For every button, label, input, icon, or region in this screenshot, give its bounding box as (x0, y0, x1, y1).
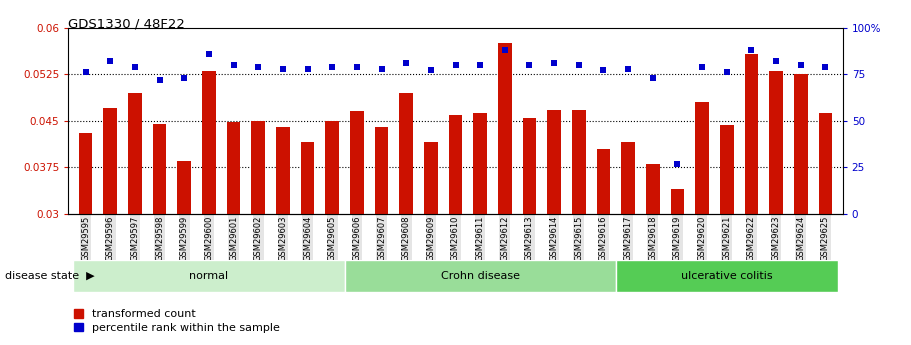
Bar (597, 149, 610, 214)
Bar (670, 189, 684, 214)
Bar (572, 110, 586, 214)
Point (695, 64, 710, 69)
Point (473, 62, 487, 68)
Bar (374, 127, 388, 214)
Point (201, 51, 216, 57)
Text: Crohn disease: Crohn disease (441, 271, 519, 281)
Bar (794, 74, 807, 214)
Point (128, 64, 142, 69)
Bar (350, 111, 363, 214)
Point (818, 64, 833, 69)
Point (152, 77, 167, 82)
Legend: transformed count, percentile rank within the sample: transformed count, percentile rank withi… (74, 309, 280, 333)
Text: disease state  ▶: disease state ▶ (5, 271, 94, 281)
Bar (621, 142, 635, 214)
Point (103, 58, 118, 64)
Bar (251, 121, 265, 214)
Point (769, 58, 783, 64)
Point (276, 66, 291, 71)
Bar (449, 115, 462, 214)
Bar (153, 124, 167, 214)
Bar (474, 113, 487, 214)
Bar (104, 108, 117, 214)
Point (744, 47, 759, 53)
Bar (769, 71, 783, 214)
Bar (276, 127, 290, 214)
Point (620, 66, 635, 71)
Text: GDS1330 / 48F22: GDS1330 / 48F22 (68, 17, 185, 30)
Point (571, 62, 586, 68)
Bar (227, 122, 241, 214)
Point (720, 70, 734, 75)
Bar (498, 43, 512, 214)
Bar (301, 142, 314, 214)
Bar (720, 125, 733, 214)
Text: ulcerative colitis: ulcerative colitis (681, 271, 773, 281)
Point (177, 75, 191, 81)
Point (350, 64, 364, 69)
Point (522, 62, 537, 68)
Bar (79, 133, 92, 214)
Point (325, 64, 340, 69)
FancyBboxPatch shape (73, 260, 344, 292)
Point (374, 66, 389, 71)
Point (424, 68, 438, 73)
Bar (325, 121, 339, 214)
Bar (128, 93, 142, 214)
Bar (695, 102, 709, 214)
Bar (424, 142, 437, 214)
FancyBboxPatch shape (344, 260, 616, 292)
Bar (399, 93, 413, 214)
FancyBboxPatch shape (616, 260, 838, 292)
Point (793, 62, 808, 68)
Point (646, 75, 660, 81)
Bar (819, 113, 832, 214)
Text: normal: normal (189, 271, 229, 281)
Bar (646, 164, 660, 214)
Point (251, 64, 265, 69)
Bar (523, 118, 537, 214)
Bar (744, 54, 758, 214)
Point (399, 60, 414, 66)
Point (226, 62, 241, 68)
Point (78, 70, 93, 75)
Point (670, 161, 685, 166)
Point (448, 62, 463, 68)
Bar (202, 71, 216, 214)
Point (596, 68, 610, 73)
Bar (548, 110, 561, 214)
Point (547, 60, 561, 66)
Bar (178, 161, 191, 214)
Point (497, 47, 512, 53)
Point (301, 66, 315, 71)
